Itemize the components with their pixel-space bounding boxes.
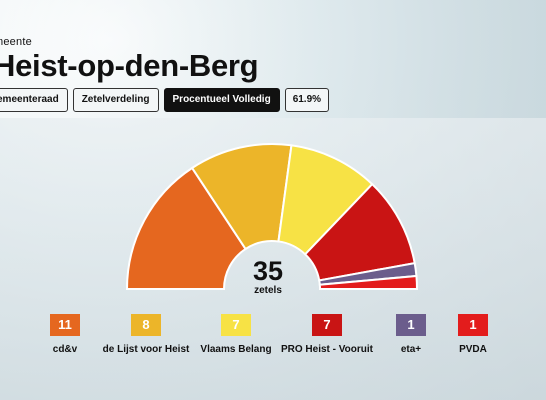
seat-segment-1[interactable] (190, 143, 293, 251)
view-tabs: emeenteraad Zetelverdeling Procentueel V… (0, 88, 330, 112)
counted-percentage-badge: 61.9% (284, 88, 330, 112)
page-title: Heist-op-den-Berg (0, 48, 259, 83)
seat-segment-0[interactable] (125, 166, 247, 290)
total-seats-value: 35 (252, 256, 284, 286)
municipality-label: meente (0, 36, 32, 48)
tab-gemeenteraad[interactable]: emeenteraad (0, 88, 68, 112)
total-seats-label: zetels (254, 285, 282, 296)
tab-procentueel-volledig[interactable]: Procentueel Volledig (163, 88, 280, 112)
seat-segment-5[interactable] (318, 274, 419, 290)
tab-zetelverdeling[interactable]: Zetelverdeling (72, 88, 159, 112)
